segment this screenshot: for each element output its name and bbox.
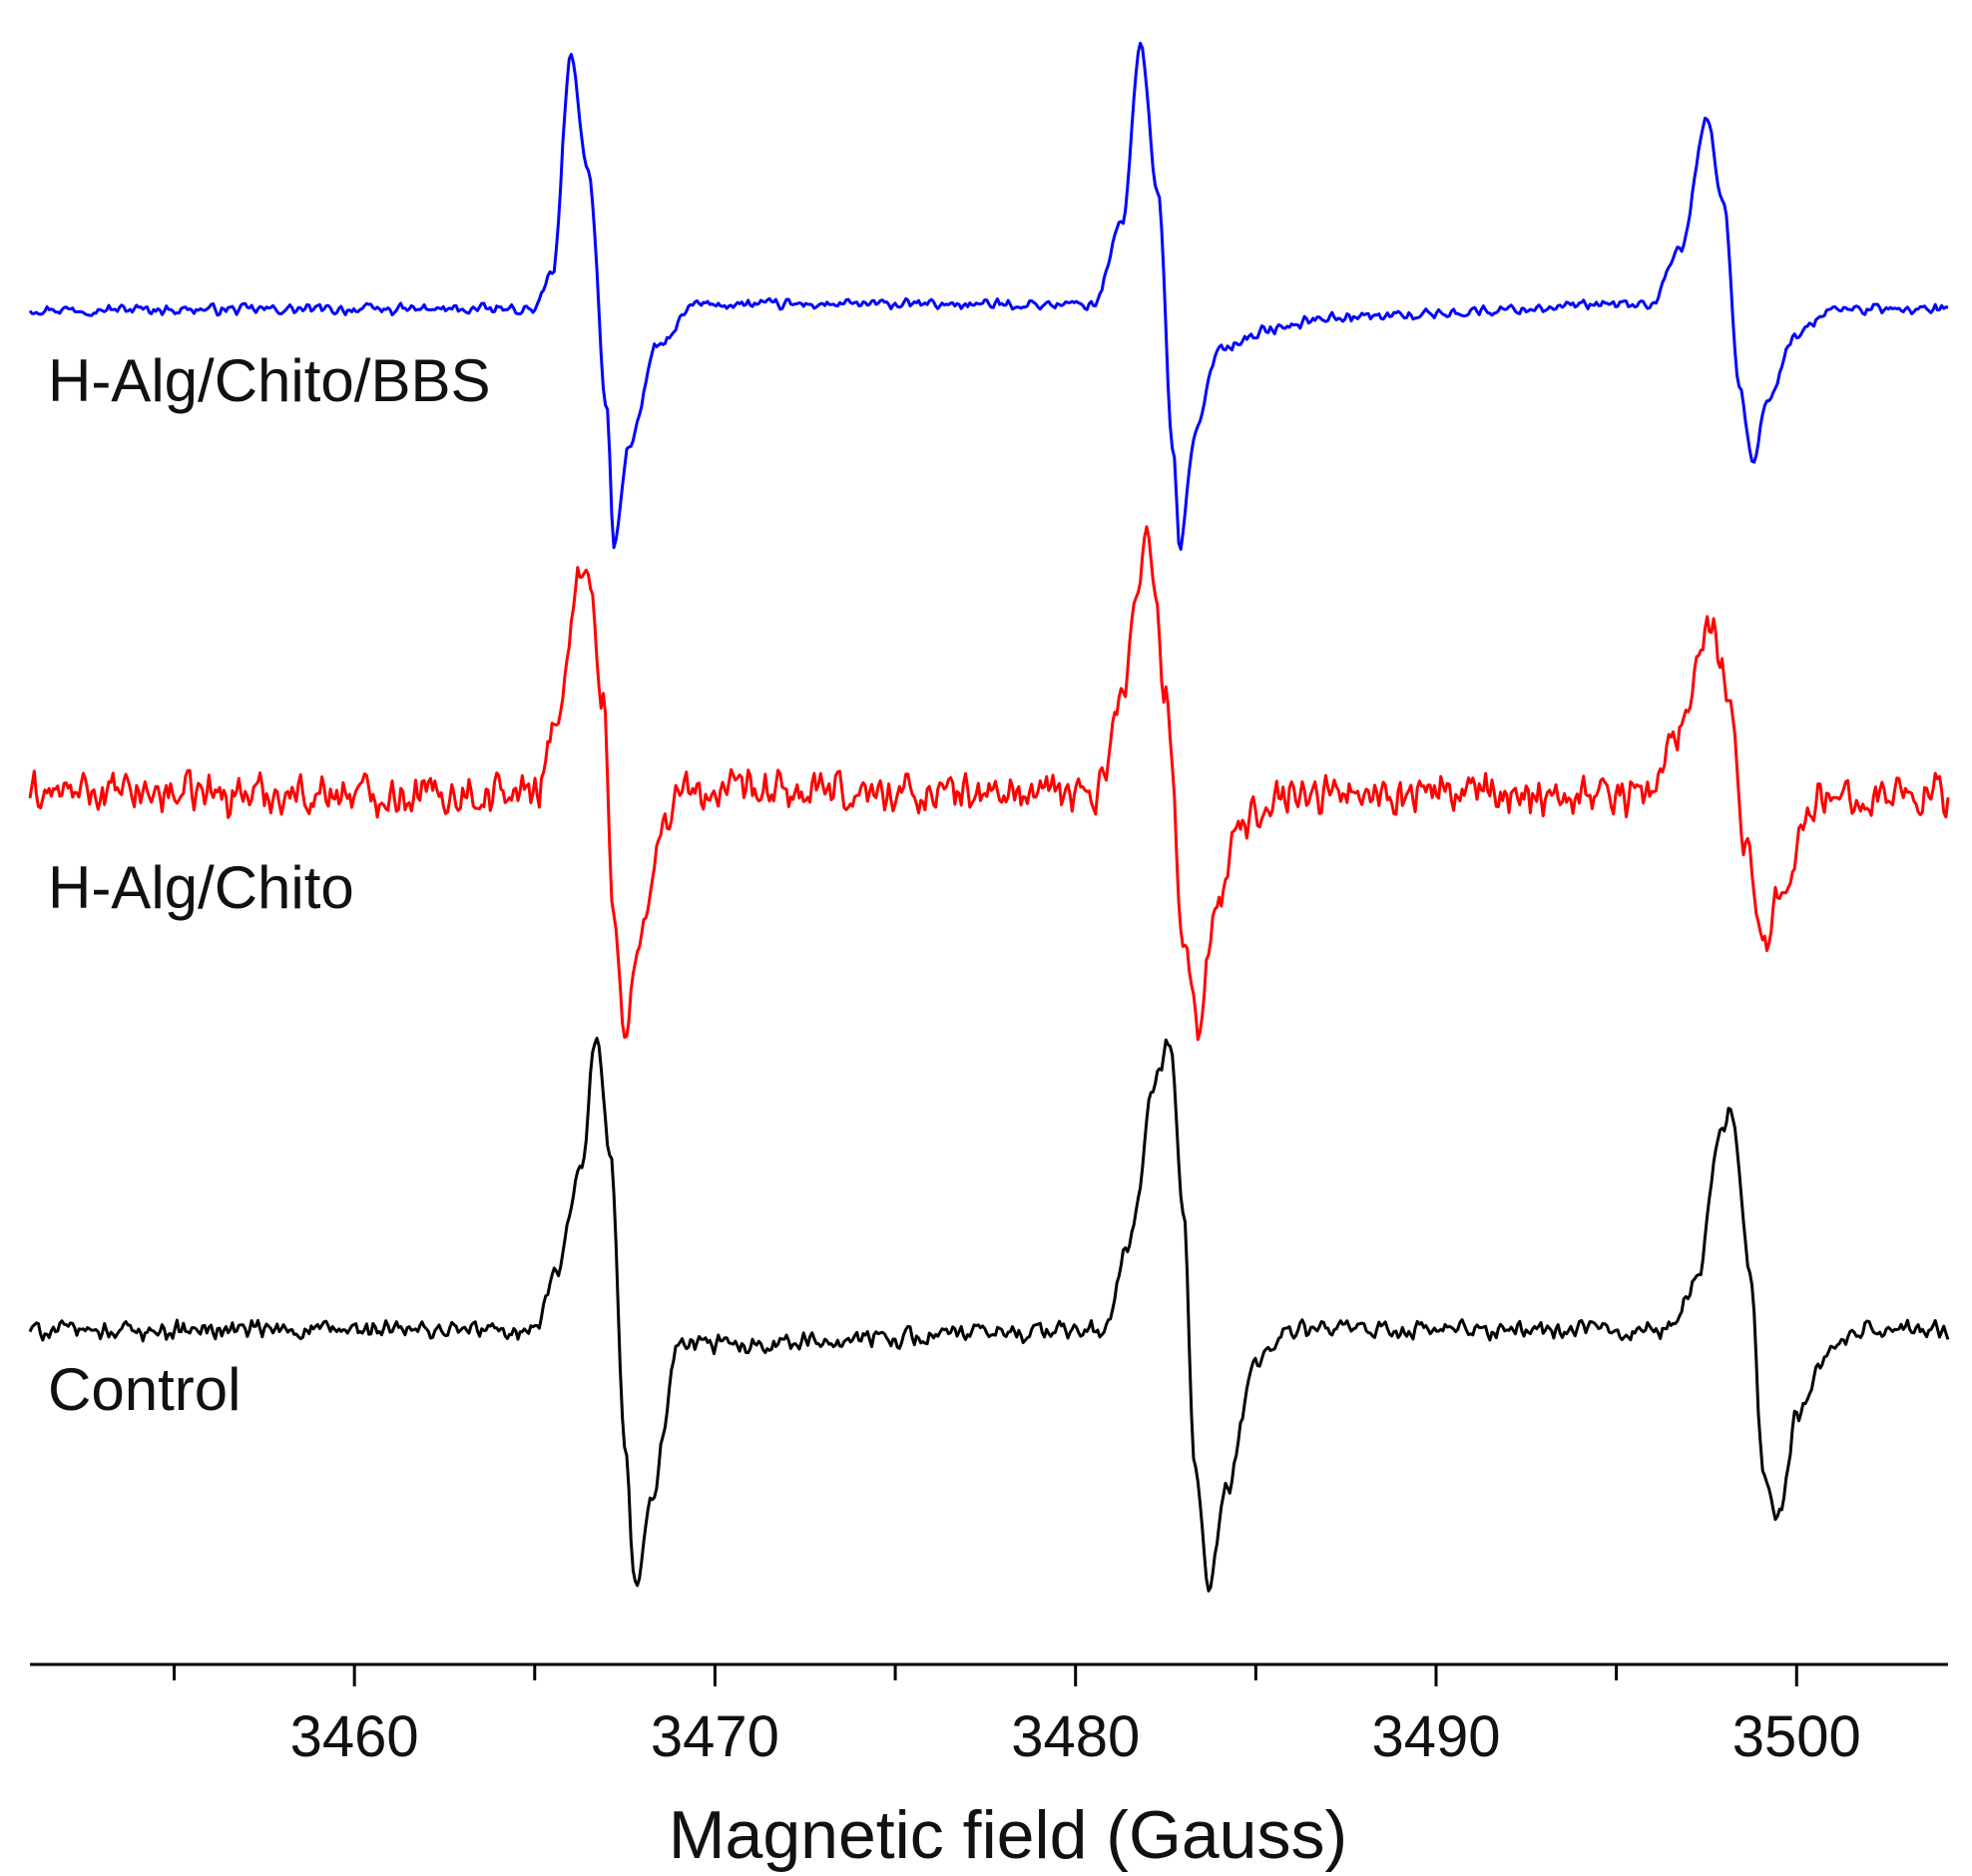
spectrum-line-h-alg-chito-bbs [28, 41, 1949, 551]
x-tick-label: 3490 [1371, 1704, 1500, 1769]
spectrum-line-h-alg-chito [28, 525, 1950, 1042]
x-tick-label: 3460 [290, 1704, 419, 1769]
x-tick-label: 3480 [1011, 1704, 1140, 1769]
x-axis: 3460 3470 3480 3490 3500 Magnetic field (Gau… [30, 1662, 1948, 1873]
series-labels: H-Alg/Chito/BBS H-Alg/Chito Control [48, 347, 491, 1423]
x-tick-label: 3470 [651, 1704, 779, 1769]
series-label-h-alg-chito: H-Alg/Chito [48, 854, 354, 921]
x-axis-ticks: 3460 3470 3480 3490 3500 [173, 1664, 1861, 1769]
x-tick-label: 3500 [1732, 1704, 1861, 1769]
plot-area [28, 41, 1950, 1593]
x-axis-title: Magnetic field (Gauss) [669, 1797, 1347, 1873]
series-label-control: Control [48, 1356, 241, 1423]
series-label-h-alg-chito-bbs: H-Alg/Chito/BBS [48, 347, 491, 414]
spectrum-line-control [28, 1036, 1950, 1593]
